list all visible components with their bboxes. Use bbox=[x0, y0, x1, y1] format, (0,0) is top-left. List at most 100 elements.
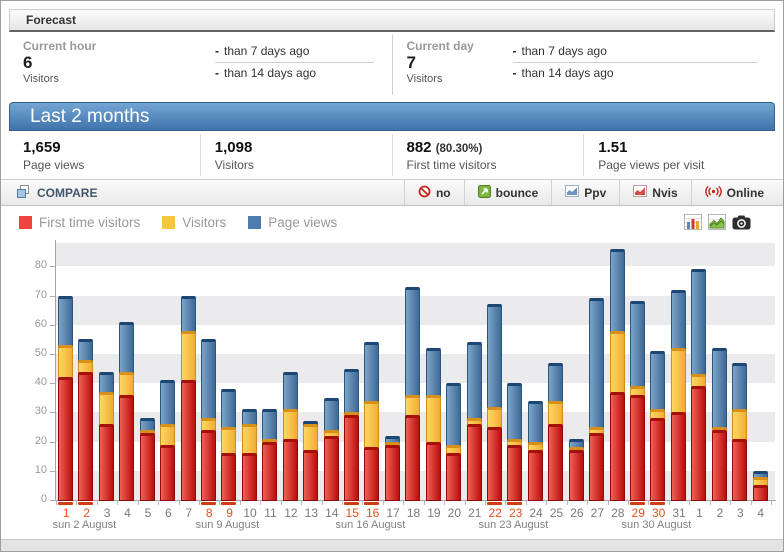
current-day-value: 7 bbox=[406, 53, 416, 72]
y-axis-tick bbox=[50, 441, 55, 443]
toggle-no-button[interactable]: no bbox=[403, 180, 464, 205]
bar-first-time-visitors[interactable] bbox=[344, 415, 359, 501]
x-axis-tick bbox=[280, 501, 282, 505]
bar-first-time-visitors[interactable] bbox=[425, 441, 441, 501]
x-axis-day-label: 3 bbox=[103, 506, 111, 520]
week-start-label: sun 16 August bbox=[335, 519, 406, 531]
bar-first-time-visitors[interactable] bbox=[282, 438, 298, 501]
visits-bar-chart: 0 10 20 30 40 50 60 70 80 1 2 3 4 5 6 7 8 9 10 11 12 13 14 15 16… bbox=[1, 239, 783, 539]
x-axis-tick bbox=[321, 501, 323, 505]
bar-first-time-visitors[interactable] bbox=[139, 432, 155, 501]
bar-first-time-visitors[interactable] bbox=[323, 435, 339, 501]
x-axis-day-label: 12 bbox=[284, 506, 298, 520]
bar-first-time-visitors[interactable] bbox=[732, 438, 748, 501]
x-axis-tick bbox=[607, 501, 609, 505]
bar-first-time-visitors[interactable] bbox=[527, 450, 543, 501]
realtime-panels: Current hour 6 Visitors - than 7 days ago… bbox=[9, 35, 775, 95]
x-axis-tick bbox=[76, 501, 78, 505]
y-axis-tick bbox=[50, 353, 55, 355]
legend-swatch-yellow bbox=[162, 215, 176, 229]
comparison-14-days: - than 14 days ago bbox=[215, 63, 374, 84]
x-axis-tick bbox=[689, 501, 691, 505]
x-axis-day-label: 21 bbox=[468, 506, 482, 520]
bar-first-time-visitors[interactable] bbox=[241, 453, 257, 501]
comparison-7-days: - than 7 days ago bbox=[513, 41, 758, 62]
legend-label: Page views bbox=[268, 214, 338, 230]
divider bbox=[512, 62, 757, 63]
x-axis-tick bbox=[505, 501, 507, 505]
current-hour-label: Current hour bbox=[23, 39, 97, 53]
x-axis-tick bbox=[628, 501, 629, 505]
x-axis-tick bbox=[382, 501, 384, 505]
x-axis-day-label: 26 bbox=[570, 506, 584, 520]
weekend-marker bbox=[487, 502, 502, 505]
stat-visitors: 1,098 Visitors bbox=[199, 134, 392, 176]
bar-first-time-visitors[interactable] bbox=[487, 426, 502, 501]
toggle-nvis-button[interactable]: Nvis bbox=[619, 180, 690, 205]
bar-first-time-visitors[interactable] bbox=[466, 424, 482, 501]
weekend-marker bbox=[630, 502, 645, 505]
week-start-label: sun 2 August bbox=[52, 519, 117, 531]
bar-first-time-visitors[interactable] bbox=[752, 485, 768, 501]
bar-first-time-visitors[interactable] bbox=[609, 391, 625, 501]
bounce-arrow-icon bbox=[477, 184, 491, 201]
x-axis-tick bbox=[219, 501, 221, 505]
bar-first-time-visitors[interactable] bbox=[364, 447, 380, 501]
legend-swatch-blue bbox=[248, 215, 262, 229]
weekend-marker bbox=[364, 502, 380, 505]
toggle-ppv-button[interactable]: Ppv bbox=[551, 180, 619, 205]
toggle-bounce-button[interactable]: bounce bbox=[463, 180, 552, 205]
bar-first-time-visitors[interactable] bbox=[568, 450, 584, 501]
x-axis-day-label: 19 bbox=[427, 506, 441, 520]
bar-first-time-visitors[interactable] bbox=[507, 444, 523, 501]
bar-first-time-visitors[interactable] bbox=[58, 377, 73, 501]
comparison-text: than 7 days ago bbox=[521, 44, 607, 58]
week-start-label: sun 30 August bbox=[621, 519, 692, 531]
x-axis-day-label: 5 bbox=[144, 506, 152, 520]
bar-first-time-visitors[interactable] bbox=[384, 444, 400, 501]
x-axis-day-label: 9 bbox=[226, 506, 233, 520]
x-axis-tick bbox=[260, 501, 262, 505]
bar-first-time-visitors[interactable] bbox=[201, 429, 216, 501]
bar-first-time-visitors[interactable] bbox=[711, 429, 727, 501]
bar-first-time-visitors[interactable] bbox=[405, 415, 421, 501]
x-axis-tick bbox=[464, 501, 466, 505]
bar-first-time-visitors[interactable] bbox=[98, 424, 114, 501]
x-axis-day-label: 24 bbox=[529, 506, 543, 520]
bar-first-time-visitors[interactable] bbox=[670, 412, 686, 501]
compare-button[interactable]: COMPARE bbox=[1, 180, 113, 205]
bar-first-time-visitors[interactable] bbox=[303, 450, 319, 501]
trend-sign: - bbox=[512, 44, 517, 58]
bar-first-time-visitors[interactable] bbox=[78, 371, 94, 501]
bar-first-time-visitors[interactable] bbox=[180, 380, 196, 501]
chart-view-switcher bbox=[684, 214, 751, 230]
x-axis-day-label: 13 bbox=[304, 506, 319, 520]
bar-first-time-visitors[interactable] bbox=[691, 386, 707, 501]
bar-chart-icon[interactable] bbox=[684, 214, 702, 230]
bar-first-time-visitors[interactable] bbox=[262, 441, 278, 501]
bar-first-time-visitors[interactable] bbox=[221, 453, 237, 501]
y-axis-label: 0 bbox=[40, 493, 47, 505]
stat-percentage: (80.30%) bbox=[435, 143, 483, 155]
area-chart-icon[interactable] bbox=[708, 214, 726, 230]
y-axis-label: 70 bbox=[34, 288, 47, 301]
bar-first-time-visitors[interactable] bbox=[160, 444, 176, 501]
x-axis-day-label: 4 bbox=[757, 506, 765, 520]
period-banner: Last 2 months bbox=[9, 102, 775, 131]
chart-legend-row: First time visitors Visitors Page views bbox=[11, 207, 773, 237]
y-axis-tick bbox=[50, 324, 55, 326]
trend-sign: - bbox=[215, 66, 219, 80]
toggle-online-button[interactable]: Online bbox=[690, 180, 777, 205]
bar-first-time-visitors[interactable] bbox=[446, 453, 462, 501]
stat-value: 1,659 bbox=[23, 139, 61, 156]
bar-first-time-visitors[interactable] bbox=[650, 418, 666, 501]
bar-first-time-visitors[interactable] bbox=[630, 394, 645, 501]
x-axis-tick bbox=[648, 501, 650, 505]
bar-first-time-visitors[interactable] bbox=[119, 394, 135, 501]
weekend-marker bbox=[344, 502, 359, 505]
x-axis-day-label: 6 bbox=[165, 506, 172, 520]
bar-first-time-visitors[interactable] bbox=[589, 432, 605, 501]
bar-first-time-visitors[interactable] bbox=[548, 424, 564, 501]
camera-icon[interactable] bbox=[732, 215, 751, 230]
